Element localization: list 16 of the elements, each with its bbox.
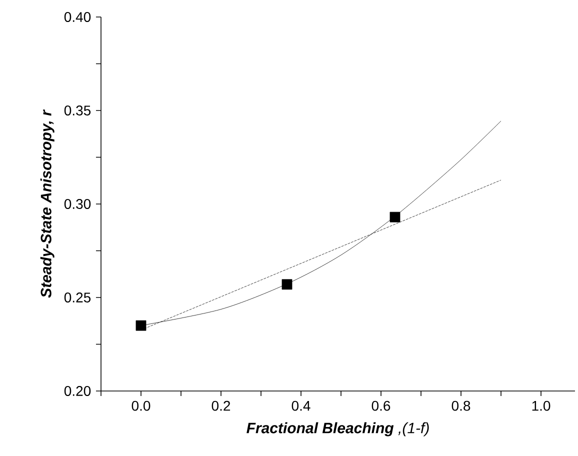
y-tick-label: 0.35 xyxy=(64,106,91,116)
x-tick-label: 0.8 xyxy=(452,400,470,411)
x-axis-title: Fractional Bleaching ,(1-f) xyxy=(246,422,429,436)
x-tick-label: 0.2 xyxy=(212,400,230,411)
y-tick-label: 0.40 xyxy=(64,12,91,22)
point xyxy=(282,279,292,290)
point xyxy=(136,320,146,331)
x-tick-label: 0.0 xyxy=(132,400,150,411)
x-tick-label: 0.6 xyxy=(372,400,390,411)
point xyxy=(390,212,400,222)
y-tick-label: 0.20 xyxy=(64,386,91,396)
y-axis-title: Steady-State Anisotropy, r xyxy=(40,109,54,298)
x-tick-label: 1.0 xyxy=(532,400,550,411)
y-tick-label: 0.30 xyxy=(64,199,91,209)
y-tick-label: 0.25 xyxy=(64,292,91,302)
x-tick-label: 0.4 xyxy=(292,400,310,411)
